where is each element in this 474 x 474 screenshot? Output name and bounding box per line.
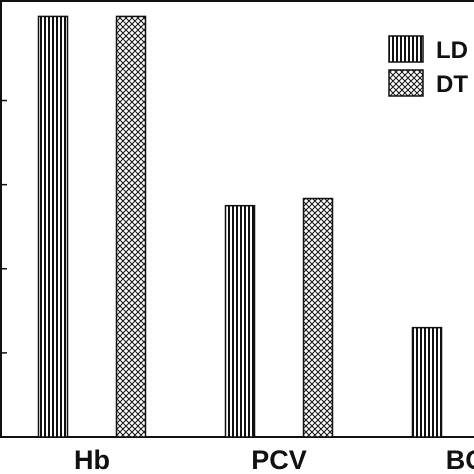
legend: LD DT [388,35,468,98]
bar-ld-pcv [224,204,256,438]
bar-dt-pcv [302,197,334,438]
legend-label-dt: DT [436,71,468,98]
bar-dt-hb [115,15,147,438]
legend-swatch-dt [388,69,424,97]
x-tick-label-hb: Hb [74,445,110,474]
chart-bars [37,15,443,438]
bar-ld-hb [37,15,69,438]
x-tick-label-pcv: PCV [251,445,307,474]
legend-label-ld: LD [436,37,468,64]
bar-ld-bg [411,326,443,438]
legend-swatch-ld [388,35,424,63]
x-tick-labels: Hb PCV BG [74,445,474,474]
x-tick-label-bg: BG [446,445,474,474]
